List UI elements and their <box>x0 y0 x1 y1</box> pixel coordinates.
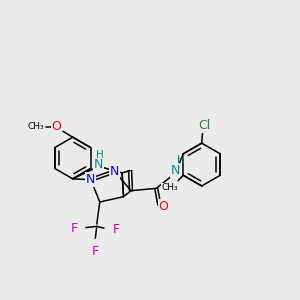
Text: H: H <box>177 155 184 165</box>
Text: F: F <box>112 223 119 236</box>
Text: CH₃: CH₃ <box>161 183 178 192</box>
Text: N: N <box>170 164 180 177</box>
Text: F: F <box>92 244 99 258</box>
Text: N: N <box>94 158 104 171</box>
Text: CH₃: CH₃ <box>27 122 44 131</box>
Text: O: O <box>159 200 169 213</box>
Text: H: H <box>96 150 103 160</box>
Text: N: N <box>110 165 119 178</box>
Text: Cl: Cl <box>199 119 211 132</box>
Text: F: F <box>70 222 77 235</box>
Text: O: O <box>51 120 61 133</box>
Text: N: N <box>86 173 95 186</box>
